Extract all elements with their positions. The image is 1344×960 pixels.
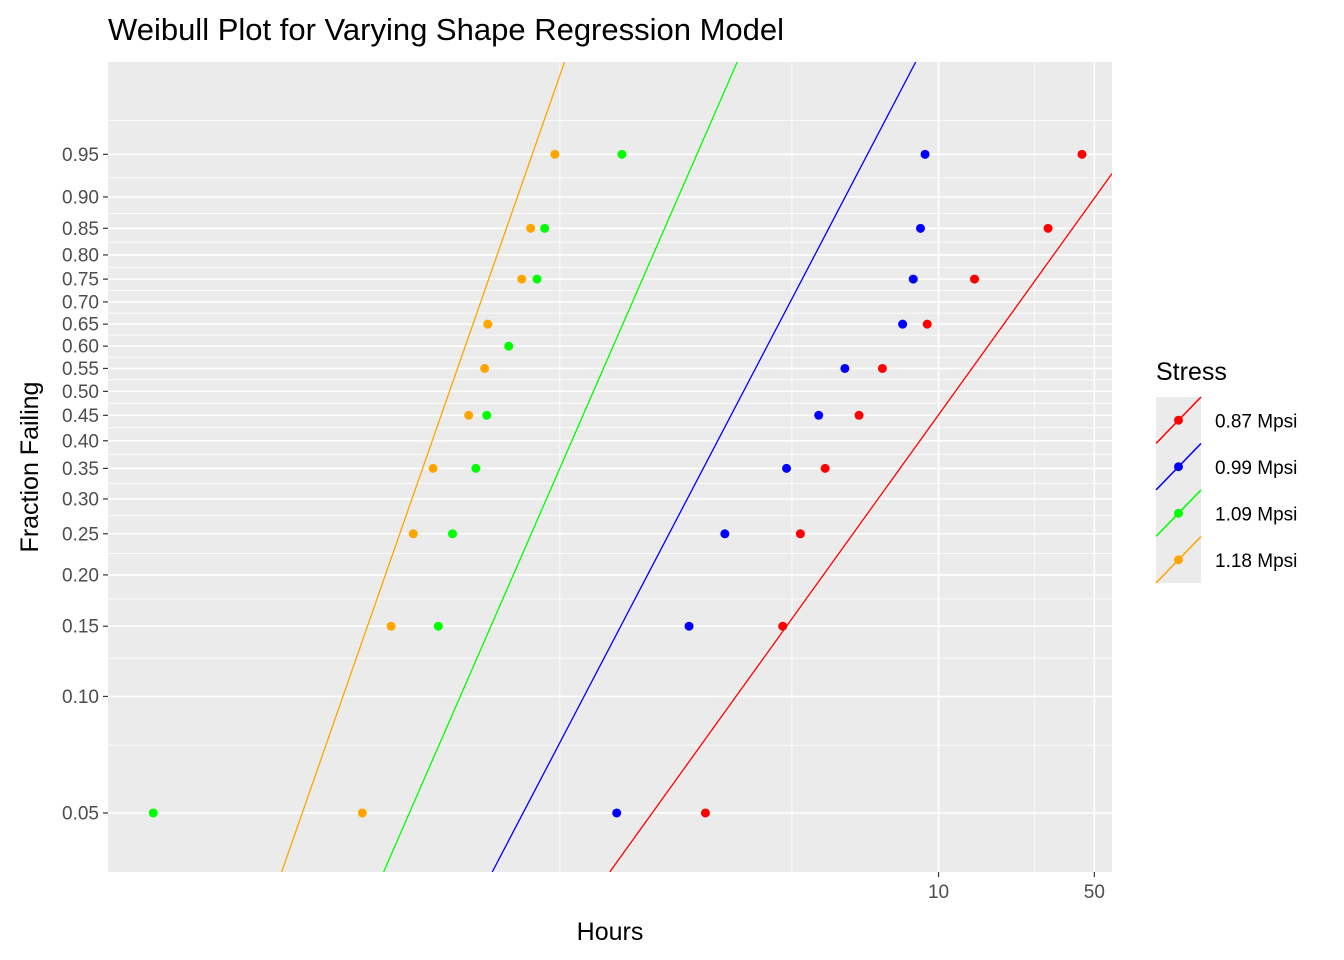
y-tick-label: 0.80 [62, 245, 99, 266]
legend-key-point [1174, 462, 1183, 472]
data-point [148, 808, 158, 818]
fit-line [609, 173, 1112, 872]
y-tick-label: 0.70 [62, 292, 99, 313]
data-point [1043, 223, 1053, 233]
data-point [428, 463, 438, 473]
data-point [483, 319, 493, 329]
y-axis-title: Fraction Failing [16, 382, 44, 553]
data-point [854, 410, 864, 420]
data-point [820, 463, 830, 473]
plot-panel [108, 62, 1112, 872]
y-tick-label: 0.50 [62, 382, 99, 403]
data-point [504, 341, 514, 351]
x-tick-label: 10 [928, 882, 949, 903]
data-point [617, 149, 627, 159]
x-axis-title: Hours [577, 918, 644, 946]
y-tick-label: 0.35 [62, 459, 99, 480]
legend-label: 1.09 Mpsi [1215, 504, 1297, 525]
y-tick-label: 0.20 [62, 565, 99, 586]
data-point [408, 529, 418, 539]
y-tick-label: 0.55 [62, 359, 99, 380]
data-point [550, 149, 560, 159]
y-tick-label: 0.60 [62, 337, 99, 358]
data-point [471, 463, 481, 473]
legend-label: 0.87 Mpsi [1215, 411, 1297, 432]
data-point [782, 463, 792, 473]
data-point [840, 363, 850, 373]
legend-key-point [1174, 415, 1183, 425]
minor-gridlines [108, 62, 1112, 872]
data-point [920, 149, 930, 159]
chart-title: Weibull Plot for Varying Shape Regressio… [108, 12, 784, 47]
data-point [480, 363, 490, 373]
y-tick-label: 0.65 [62, 315, 99, 336]
data-point [898, 319, 908, 329]
y-tick-label: 0.10 [62, 687, 99, 708]
data-point [386, 621, 396, 631]
x-tick-label: 50 [1084, 882, 1105, 903]
fit-lines [281, 62, 1112, 872]
y-tick-label: 0.90 [62, 187, 99, 208]
y-axis: 0.05 0.10 0.15 0.20 0.25 0.30 0.35 0.40 0.45 0.50… [62, 145, 108, 824]
data-point [778, 621, 788, 631]
data-point [814, 410, 824, 420]
legend-label: 0.99 Mpsi [1215, 458, 1297, 479]
data-points [148, 149, 1087, 818]
data-point [700, 808, 710, 818]
legend-title: Stress [1156, 358, 1227, 386]
data-point [908, 274, 918, 284]
y-tick-label: 0.25 [62, 524, 99, 545]
y-tick-label: 0.30 [62, 489, 99, 510]
data-point [532, 274, 542, 284]
fit-line [491, 62, 917, 872]
major-gridlines [108, 62, 1112, 872]
data-point [684, 621, 694, 631]
legend-key-point [1174, 508, 1183, 518]
data-point [1077, 149, 1087, 159]
data-point [970, 274, 980, 284]
y-tick-label: 0.40 [62, 431, 99, 452]
data-point [795, 529, 805, 539]
legend-key-point [1174, 555, 1183, 565]
y-tick-label: 0.95 [62, 145, 99, 166]
data-point [540, 223, 550, 233]
data-point [916, 223, 926, 233]
y-tick-label: 0.15 [62, 617, 99, 638]
data-point [447, 529, 457, 539]
legend-label: 1.18 Mpsi [1215, 551, 1297, 572]
data-point [464, 410, 474, 420]
data-point [612, 808, 622, 818]
fit-line [281, 62, 566, 872]
x-axis: 10 50 [928, 872, 1105, 903]
fit-line [383, 62, 738, 872]
data-point [720, 529, 730, 539]
data-point [526, 223, 536, 233]
y-tick-label: 0.05 [62, 803, 99, 824]
y-tick-label: 0.75 [62, 270, 99, 291]
data-point [517, 274, 527, 284]
data-point [482, 410, 492, 420]
data-point [433, 621, 443, 631]
y-tick-label: 0.85 [62, 219, 99, 240]
data-point [922, 319, 932, 329]
y-tick-label: 0.45 [62, 406, 99, 427]
legend: Stress 0.87 Mpsi 0.99 Mpsi 1.09 Mpsi 1.18 M… [1155, 358, 1297, 584]
data-point [877, 363, 887, 373]
data-point [357, 808, 367, 818]
